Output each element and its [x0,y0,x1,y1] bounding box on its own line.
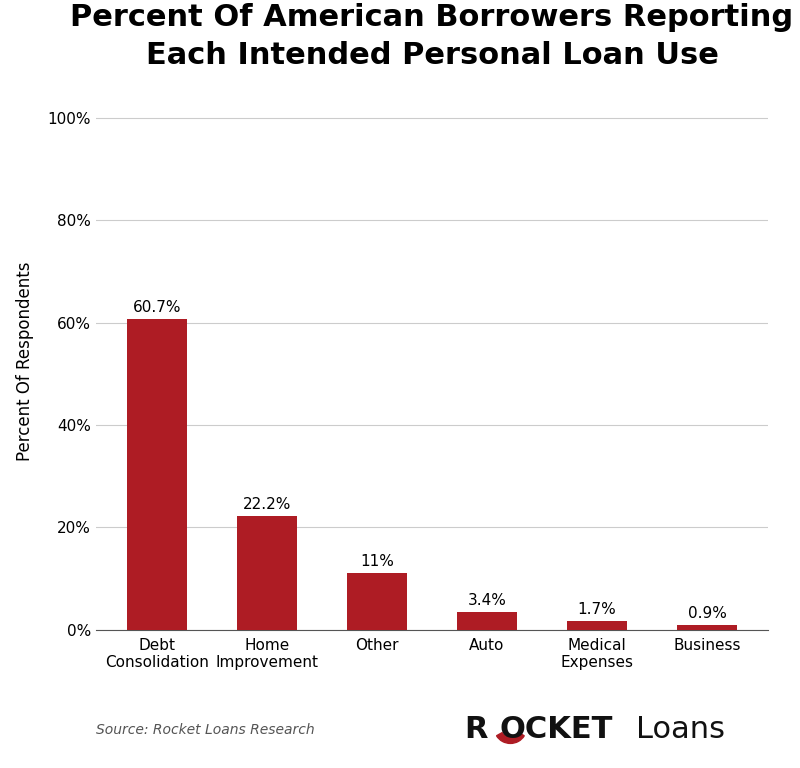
Bar [457,612,518,630]
Text: R: R [464,715,487,744]
Bar [567,621,627,630]
Text: 60.7%: 60.7% [133,300,181,315]
Text: 11%: 11% [360,554,394,569]
Title: Percent Of American Borrowers Reporting
Each Intended Personal Loan Use: Percent Of American Borrowers Reporting … [70,3,794,71]
Bar [346,574,407,630]
Bar [677,625,738,630]
Text: Source: Rocket Loans Research: Source: Rocket Loans Research [96,723,314,737]
Text: 1.7%: 1.7% [578,602,617,617]
Text: OCKET: OCKET [499,715,613,744]
Text: 3.4%: 3.4% [467,593,506,608]
Text: Loans: Loans [636,715,725,744]
Bar [126,319,187,630]
Wedge shape [497,733,524,743]
Bar [237,516,297,630]
Y-axis label: Percent Of Respondents: Percent Of Respondents [16,261,34,461]
Text: 22.2%: 22.2% [242,497,291,512]
Text: 0.9%: 0.9% [688,606,726,621]
